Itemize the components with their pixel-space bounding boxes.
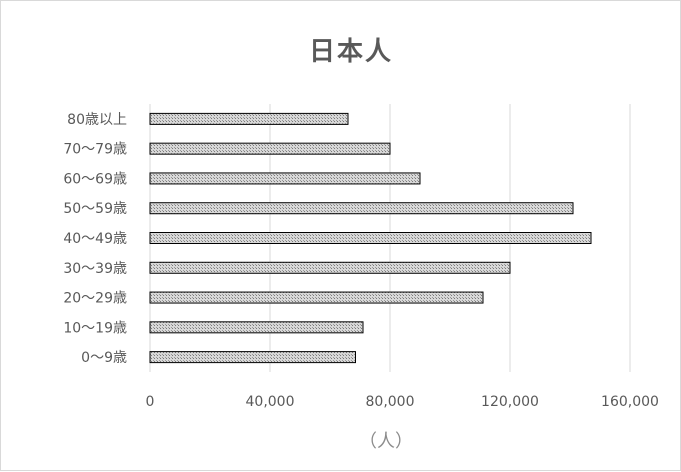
bar <box>149 142 391 155</box>
x-tick-label: 0 <box>146 394 155 410</box>
category-label: 30～39歳 <box>63 261 127 277</box>
bar <box>149 321 364 334</box>
category-label: 10～19歳 <box>63 320 127 336</box>
category-label: 0～9歳 <box>81 350 127 366</box>
x-tick-label: 40,000 <box>246 394 295 410</box>
chart-title: 日本人 <box>308 37 393 67</box>
bar <box>149 291 484 304</box>
x-tick-label: 80,000 <box>366 394 415 410</box>
bar <box>149 261 511 274</box>
bar <box>149 351 356 364</box>
x-axis-title: （人） <box>359 431 413 452</box>
bar <box>149 112 349 125</box>
category-label: 40～49歳 <box>63 231 127 247</box>
category-label: 70～79歳 <box>63 142 127 158</box>
category-label: 60～69歳 <box>63 171 127 187</box>
bar <box>149 172 421 185</box>
bar <box>149 232 592 244</box>
x-tick-label: 160,000 <box>601 394 659 410</box>
x-tick-label: 120,000 <box>481 394 539 410</box>
bar <box>149 202 574 215</box>
category-label: 80歳以上 <box>67 112 127 128</box>
category-label: 50～59歳 <box>63 201 127 217</box>
category-label: 20～29歳 <box>63 291 127 307</box>
